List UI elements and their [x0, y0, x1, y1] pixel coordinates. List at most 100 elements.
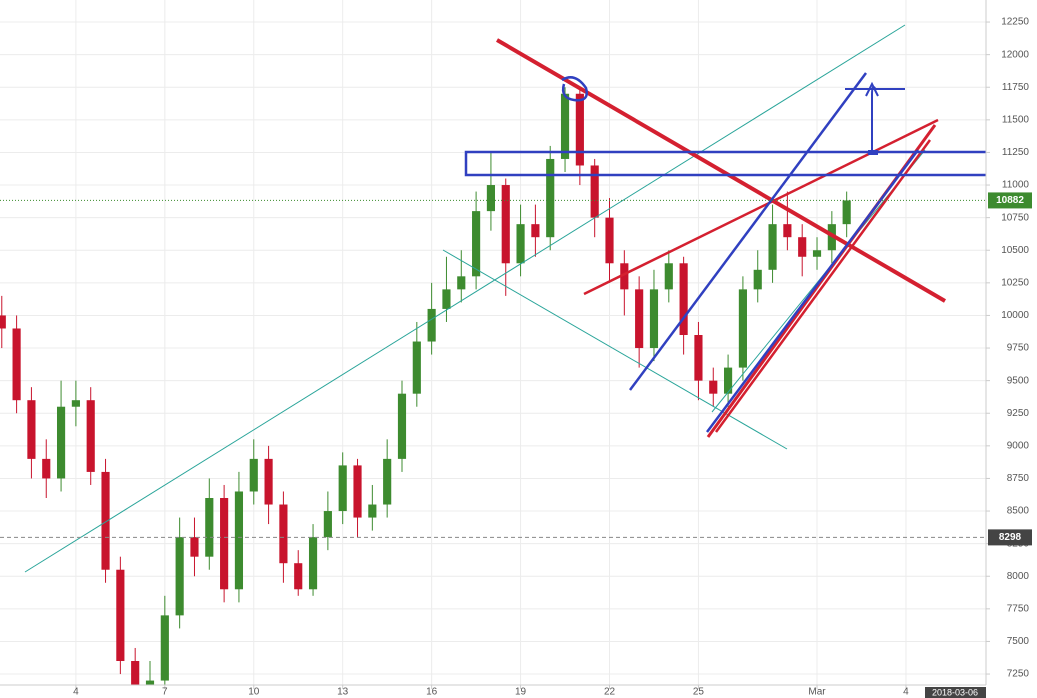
candle-body	[101, 471, 110, 570]
x-tick-label: 25	[693, 687, 705, 698]
y-tick-label: 10750	[1001, 212, 1029, 223]
candle-body	[590, 165, 599, 218]
candle-body	[724, 367, 733, 394]
candle-body	[842, 200, 851, 225]
candle-body	[294, 563, 303, 590]
candle-body	[412, 341, 421, 394]
candle-body	[753, 269, 762, 290]
candle-body	[205, 498, 214, 557]
x-tick-label: 10	[248, 687, 260, 698]
channel-line	[628, 72, 868, 391]
candle-body	[190, 537, 199, 557]
y-tick-label: 8750	[1007, 473, 1030, 484]
candle-body	[709, 380, 718, 394]
y-tick-label: 8000	[1007, 571, 1030, 582]
x-tick-label: 13	[337, 687, 349, 698]
y-tick-label: 12000	[1001, 49, 1029, 60]
labels: 7250750077508000825085008750900092509500…	[0, 17, 1032, 698]
y-tick-label: 7250	[1007, 669, 1030, 680]
resistance-line	[495, 38, 947, 303]
x-tick-label: 16	[426, 687, 438, 698]
candle-body	[575, 93, 584, 166]
y-tick-label: 7500	[1007, 636, 1030, 647]
candle-body	[220, 498, 229, 590]
candle-body	[383, 458, 392, 505]
candle-body	[86, 400, 95, 472]
candle-body	[234, 491, 244, 590]
grid	[0, 0, 986, 685]
y-tick-label: 10250	[1001, 277, 1029, 288]
candle-body	[486, 185, 496, 212]
candle-body	[516, 224, 525, 264]
last-price-tag	[988, 192, 1032, 209]
x-tick-label: 19	[515, 687, 527, 698]
candle-body	[0, 315, 6, 329]
candle-body	[635, 289, 644, 349]
candle-body	[472, 211, 481, 277]
candle-body	[323, 511, 332, 538]
candle-body	[279, 504, 288, 564]
candle-body	[605, 217, 614, 264]
candle-body	[131, 661, 140, 685]
candle-body	[175, 537, 184, 616]
candle-body	[397, 393, 407, 459]
candle-body	[783, 224, 792, 238]
candle-body	[620, 263, 629, 290]
y-tick-label: 12250	[1001, 17, 1029, 28]
candle-body	[546, 158, 555, 238]
candle-body	[116, 569, 125, 662]
candle-body	[768, 224, 777, 270]
y-tick-label: 8500	[1007, 506, 1030, 517]
candle-body	[42, 458, 51, 479]
candle-body	[738, 289, 747, 368]
candles	[0, 87, 851, 685]
reference-price-label: 8298	[999, 532, 1022, 543]
candle-body	[56, 406, 66, 479]
y-tick-label: 9750	[1007, 343, 1030, 354]
y-tick-label: 10000	[1001, 310, 1029, 321]
reference-price-tag	[988, 529, 1032, 546]
peak-loop	[561, 76, 588, 102]
y-tick-label: 9250	[1007, 408, 1030, 419]
annotations	[24, 24, 986, 573]
candle-body	[798, 237, 807, 257]
target-base	[868, 150, 878, 155]
trend-line	[24, 24, 906, 573]
channel-line	[705, 149, 920, 433]
date-label: 2018-03-06	[932, 687, 978, 697]
candle-body	[812, 250, 822, 257]
candle-body	[679, 263, 688, 336]
y-tick-label: 11500	[1002, 114, 1030, 125]
x-tick-label: 4	[903, 687, 909, 698]
candle-body	[12, 328, 21, 401]
candle-body	[649, 289, 659, 349]
y-tick-label: 11000	[1002, 180, 1030, 191]
candle-body	[560, 93, 570, 159]
y-tick-label: 10500	[1001, 245, 1029, 256]
x-tick-label: 7	[162, 687, 168, 698]
date-tag	[925, 687, 986, 698]
candle-body	[694, 335, 703, 381]
candle-body	[308, 537, 318, 590]
candle-body	[27, 400, 36, 459]
candle-body	[264, 458, 273, 505]
candle-body	[457, 276, 466, 290]
zone-box	[464, 150, 986, 177]
candle-body	[368, 504, 377, 518]
candle-body	[71, 400, 80, 407]
candle-body	[145, 680, 155, 685]
y-tick-label: 9000	[1007, 440, 1030, 451]
x-tick-label: 4	[73, 687, 79, 698]
candle-body	[427, 308, 436, 342]
candle-body	[249, 458, 258, 492]
candle-body	[531, 224, 540, 238]
y-tick-label: 7750	[1007, 603, 1030, 614]
last-price-label: 10882	[996, 195, 1024, 206]
y-tick-label: 11750	[1002, 82, 1030, 93]
y-tick-label: 11250	[1002, 147, 1030, 158]
candle-body	[501, 185, 510, 264]
wedge-line	[714, 139, 932, 433]
candle-body	[160, 615, 169, 681]
